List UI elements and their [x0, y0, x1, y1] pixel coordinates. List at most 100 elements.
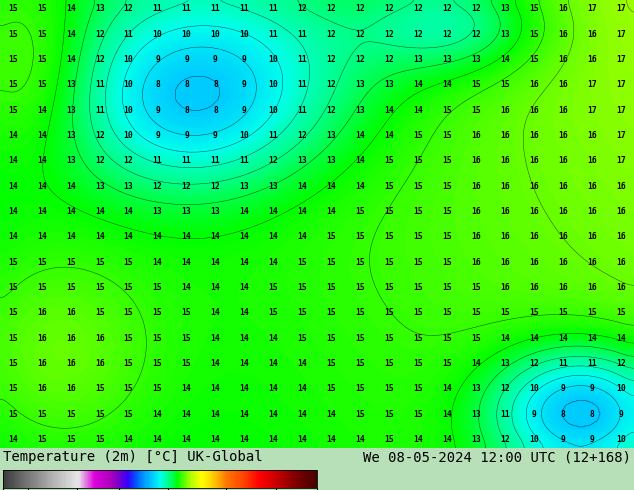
Text: 15: 15 [443, 232, 452, 242]
Bar [214, 470, 216, 488]
Text: 10: 10 [240, 131, 249, 140]
Text: 14: 14 [66, 182, 75, 191]
Text: 14: 14 [240, 334, 249, 343]
Text: 9: 9 [184, 131, 189, 140]
Bar [203, 470, 204, 488]
Text: 14: 14 [182, 410, 191, 418]
Text: 11: 11 [182, 4, 191, 13]
Text: 15: 15 [124, 410, 134, 418]
Text: 15: 15 [8, 283, 18, 292]
Text: 14: 14 [210, 334, 221, 343]
Text: 9: 9 [242, 80, 247, 89]
Text: 15: 15 [443, 182, 452, 191]
Bar [236, 470, 238, 488]
Bar [81, 470, 82, 488]
Bar [67, 470, 68, 488]
Text: 15: 15 [413, 359, 424, 368]
Text: 12: 12 [413, 4, 424, 13]
Text: 16: 16 [588, 207, 597, 216]
Bar [297, 470, 298, 488]
Bar [61, 470, 63, 488]
Bar [247, 470, 248, 488]
Bar [47, 470, 48, 488]
Text: 16: 16 [472, 207, 481, 216]
Text: 14: 14 [269, 384, 278, 393]
Bar [162, 470, 163, 488]
Text: 14: 14 [124, 207, 134, 216]
Bar [43, 470, 44, 488]
Bar [205, 470, 206, 488]
Bar [274, 470, 275, 488]
Text: 15: 15 [124, 258, 134, 267]
Bar [79, 470, 81, 488]
Text: 12: 12 [94, 131, 105, 140]
Text: 14: 14 [413, 435, 424, 444]
Text: 14: 14 [385, 106, 394, 115]
Bar [265, 470, 266, 488]
Text: 14: 14 [37, 131, 46, 140]
Text: 15: 15 [297, 283, 307, 292]
Bar [248, 470, 249, 488]
Bar [268, 470, 269, 488]
Text: 15: 15 [37, 410, 46, 418]
Text: 14: 14 [240, 384, 249, 393]
Text: 14: 14 [297, 207, 307, 216]
Text: 15: 15 [327, 232, 337, 242]
Bar [196, 470, 197, 488]
Bar [138, 470, 139, 488]
Text: 14: 14 [356, 156, 365, 166]
Text: 14: 14 [66, 4, 75, 13]
Text: 9: 9 [532, 410, 537, 418]
Bar [71, 470, 72, 488]
Text: 12: 12 [356, 4, 365, 13]
Text: 15: 15 [124, 359, 134, 368]
Text: 16: 16 [559, 80, 568, 89]
Text: 10: 10 [124, 131, 134, 140]
Text: 13: 13 [472, 55, 481, 64]
Text: 15: 15 [124, 334, 134, 343]
Text: 11: 11 [269, 131, 278, 140]
Text: 11: 11 [124, 30, 134, 39]
Text: 14: 14 [8, 232, 18, 242]
Text: 13: 13 [297, 156, 307, 166]
Text: 16: 16 [559, 30, 568, 39]
Bar [304, 470, 306, 488]
Text: 15: 15 [8, 55, 18, 64]
Bar [270, 470, 271, 488]
Bar [276, 470, 277, 488]
Text: 14: 14 [240, 410, 249, 418]
Bar [208, 470, 209, 488]
Text: 12: 12 [327, 80, 337, 89]
Bar [153, 470, 154, 488]
Text: 14: 14 [66, 30, 75, 39]
Bar [275, 470, 276, 488]
Bar [65, 470, 66, 488]
Bar [206, 470, 207, 488]
Text: 15: 15 [413, 207, 424, 216]
Text: 16: 16 [559, 4, 568, 13]
Bar [273, 470, 274, 488]
Text: 16: 16 [588, 258, 597, 267]
Text: 13: 13 [269, 182, 278, 191]
Bar [200, 470, 201, 488]
Text: Temperature (2m) [°C] UK-Global: Temperature (2m) [°C] UK-Global [3, 450, 263, 465]
Text: 16: 16 [588, 131, 597, 140]
Text: 15: 15 [443, 156, 452, 166]
Text: 12: 12 [385, 4, 394, 13]
Bar [143, 470, 145, 488]
Bar [209, 470, 210, 488]
Bar [212, 470, 214, 488]
Bar [75, 470, 77, 488]
Text: 10: 10 [269, 80, 278, 89]
Text: 12: 12 [327, 30, 337, 39]
Text: 15: 15 [94, 384, 105, 393]
Text: 16: 16 [500, 106, 510, 115]
Text: 12: 12 [413, 30, 424, 39]
Bar [114, 470, 115, 488]
Text: 15: 15 [297, 334, 307, 343]
Bar [68, 470, 69, 488]
Bar [46, 470, 47, 488]
Text: 15: 15 [297, 258, 307, 267]
Text: 14: 14 [269, 334, 278, 343]
Text: 13: 13 [124, 182, 134, 191]
